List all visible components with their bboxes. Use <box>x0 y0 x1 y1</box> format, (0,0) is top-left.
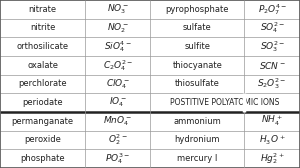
Text: nitrate: nitrate <box>29 5 57 14</box>
Text: POSTITIVE POLYATOMIC IONS: POSTITIVE POLYATOMIC IONS <box>170 98 280 107</box>
Text: $SO_4^{2-}$: $SO_4^{2-}$ <box>260 20 285 35</box>
Text: peroxide: peroxide <box>24 136 61 144</box>
Text: $S_2O_3^{2-}$: $S_2O_3^{2-}$ <box>257 77 287 91</box>
Text: mercury I: mercury I <box>177 154 218 163</box>
Text: orthosilicate: orthosilicate <box>17 42 69 51</box>
Text: thiocyanate: thiocyanate <box>172 61 222 70</box>
Text: $H_3O^+$: $H_3O^+$ <box>259 133 286 147</box>
Text: $NO_2^-$: $NO_2^-$ <box>106 21 129 35</box>
Text: hydronium: hydronium <box>175 136 220 144</box>
Text: sulfate: sulfate <box>183 24 212 32</box>
Text: $ClO_4^-$: $ClO_4^-$ <box>106 77 130 91</box>
Text: oxalate: oxalate <box>27 61 58 70</box>
Text: $PO_4^{3-}$: $PO_4^{3-}$ <box>105 151 130 166</box>
Text: perchlorate: perchlorate <box>18 79 67 89</box>
Text: $O_2^{2-}$: $O_2^{2-}$ <box>108 133 128 148</box>
Text: $C_2O_4^{2-}$: $C_2O_4^{2-}$ <box>103 58 133 73</box>
Text: periodate: periodate <box>22 98 63 107</box>
Text: $IO_4^-$: $IO_4^-$ <box>109 96 127 109</box>
Text: permanganate: permanganate <box>12 117 74 126</box>
Text: $SiO_4^{4-}$: $SiO_4^{4-}$ <box>104 39 132 54</box>
Text: $P_2O_7^{4-}$: $P_2O_7^{4-}$ <box>258 2 287 17</box>
Text: phosphate: phosphate <box>20 154 65 163</box>
Text: ammonium: ammonium <box>173 117 221 126</box>
Text: thiosulfate: thiosulfate <box>175 79 220 89</box>
Text: nitrite: nitrite <box>30 24 56 32</box>
Text: $MnO_4^-$: $MnO_4^-$ <box>103 115 132 128</box>
Text: $NO_3^-$: $NO_3^-$ <box>106 3 129 16</box>
Text: $SCN^-$: $SCN^-$ <box>259 60 286 71</box>
Text: $NH_4^+$: $NH_4^+$ <box>261 114 283 129</box>
Text: $Hg_2^{2+}$: $Hg_2^{2+}$ <box>260 151 285 166</box>
Text: $SO_3^{2-}$: $SO_3^{2-}$ <box>260 39 285 54</box>
Text: sulfite: sulfite <box>184 42 210 51</box>
Text: pyrophosphate: pyrophosphate <box>166 5 229 14</box>
